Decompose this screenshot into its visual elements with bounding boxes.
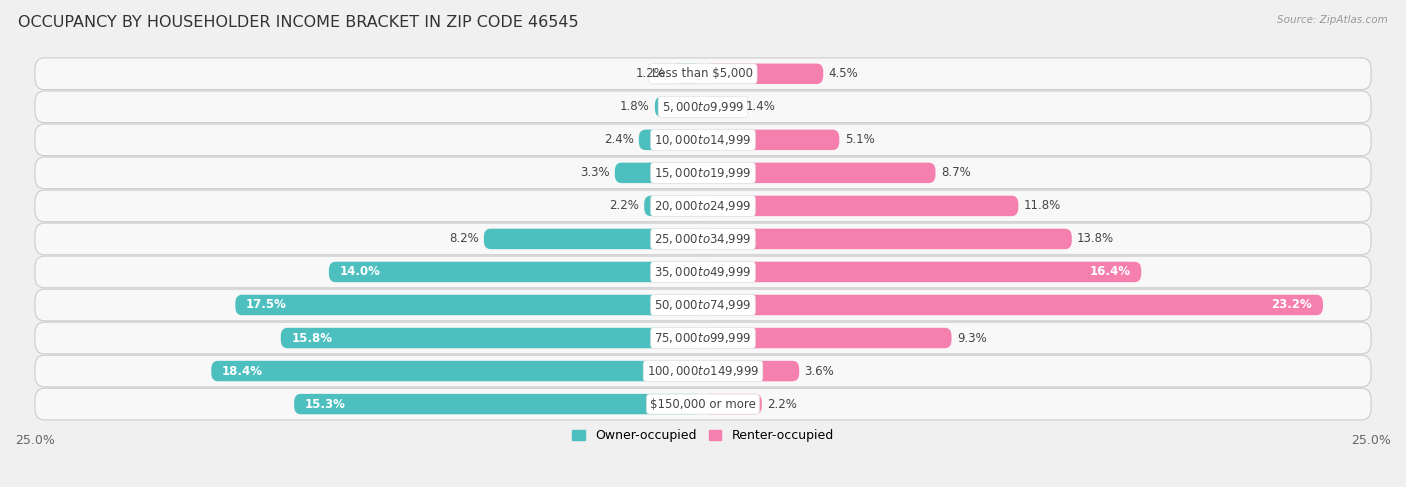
Text: 13.8%: 13.8%: [1077, 232, 1114, 245]
Text: $50,000 to $74,999: $50,000 to $74,999: [654, 298, 752, 312]
FancyBboxPatch shape: [35, 91, 1371, 123]
Text: 3.3%: 3.3%: [579, 167, 609, 179]
Text: 4.5%: 4.5%: [828, 67, 858, 80]
FancyBboxPatch shape: [644, 196, 703, 216]
FancyBboxPatch shape: [35, 256, 1371, 288]
Text: 2.4%: 2.4%: [603, 133, 634, 146]
Text: Source: ZipAtlas.com: Source: ZipAtlas.com: [1277, 15, 1388, 25]
FancyBboxPatch shape: [329, 262, 703, 282]
FancyBboxPatch shape: [35, 124, 1371, 156]
Text: 15.3%: 15.3%: [305, 397, 346, 411]
Text: 8.2%: 8.2%: [449, 232, 478, 245]
Text: $15,000 to $19,999: $15,000 to $19,999: [654, 166, 752, 180]
FancyBboxPatch shape: [211, 361, 703, 381]
Text: 2.2%: 2.2%: [609, 199, 638, 212]
Text: 3.6%: 3.6%: [804, 365, 834, 377]
FancyBboxPatch shape: [655, 96, 703, 117]
FancyBboxPatch shape: [35, 58, 1371, 90]
FancyBboxPatch shape: [703, 229, 1071, 249]
FancyBboxPatch shape: [703, 63, 824, 84]
FancyBboxPatch shape: [703, 163, 935, 183]
Text: $25,000 to $34,999: $25,000 to $34,999: [654, 232, 752, 246]
FancyBboxPatch shape: [35, 157, 1371, 189]
Text: 11.8%: 11.8%: [1024, 199, 1062, 212]
FancyBboxPatch shape: [35, 355, 1371, 387]
Text: $5,000 to $9,999: $5,000 to $9,999: [662, 100, 744, 114]
Text: 18.4%: 18.4%: [222, 365, 263, 377]
FancyBboxPatch shape: [703, 262, 1142, 282]
Text: 2.2%: 2.2%: [768, 397, 797, 411]
Text: 5.1%: 5.1%: [845, 133, 875, 146]
FancyBboxPatch shape: [35, 190, 1371, 222]
Text: 1.2%: 1.2%: [636, 67, 665, 80]
Text: 14.0%: 14.0%: [340, 265, 381, 279]
FancyBboxPatch shape: [281, 328, 703, 348]
Text: 9.3%: 9.3%: [957, 332, 987, 344]
Text: 1.4%: 1.4%: [745, 100, 776, 113]
Text: 16.4%: 16.4%: [1090, 265, 1130, 279]
FancyBboxPatch shape: [703, 394, 762, 414]
FancyBboxPatch shape: [703, 361, 799, 381]
FancyBboxPatch shape: [638, 130, 703, 150]
Text: $10,000 to $14,999: $10,000 to $14,999: [654, 133, 752, 147]
FancyBboxPatch shape: [484, 229, 703, 249]
FancyBboxPatch shape: [614, 163, 703, 183]
Text: 23.2%: 23.2%: [1271, 299, 1312, 312]
Text: 8.7%: 8.7%: [941, 167, 970, 179]
Text: Less than $5,000: Less than $5,000: [652, 67, 754, 80]
Text: $20,000 to $24,999: $20,000 to $24,999: [654, 199, 752, 213]
FancyBboxPatch shape: [671, 63, 703, 84]
Text: OCCUPANCY BY HOUSEHOLDER INCOME BRACKET IN ZIP CODE 46545: OCCUPANCY BY HOUSEHOLDER INCOME BRACKET …: [18, 15, 579, 30]
FancyBboxPatch shape: [703, 196, 1018, 216]
FancyBboxPatch shape: [235, 295, 703, 315]
Text: 17.5%: 17.5%: [246, 299, 287, 312]
Text: 15.8%: 15.8%: [291, 332, 332, 344]
Legend: Owner-occupied, Renter-occupied: Owner-occupied, Renter-occupied: [568, 424, 838, 447]
Text: 1.8%: 1.8%: [620, 100, 650, 113]
Text: $75,000 to $99,999: $75,000 to $99,999: [654, 331, 752, 345]
FancyBboxPatch shape: [35, 322, 1371, 354]
Text: $35,000 to $49,999: $35,000 to $49,999: [654, 265, 752, 279]
Text: $150,000 or more: $150,000 or more: [650, 397, 756, 411]
Text: $100,000 to $149,999: $100,000 to $149,999: [647, 364, 759, 378]
FancyBboxPatch shape: [35, 388, 1371, 420]
FancyBboxPatch shape: [294, 394, 703, 414]
FancyBboxPatch shape: [703, 96, 741, 117]
FancyBboxPatch shape: [35, 223, 1371, 255]
FancyBboxPatch shape: [35, 289, 1371, 321]
FancyBboxPatch shape: [703, 328, 952, 348]
FancyBboxPatch shape: [703, 130, 839, 150]
FancyBboxPatch shape: [703, 295, 1323, 315]
